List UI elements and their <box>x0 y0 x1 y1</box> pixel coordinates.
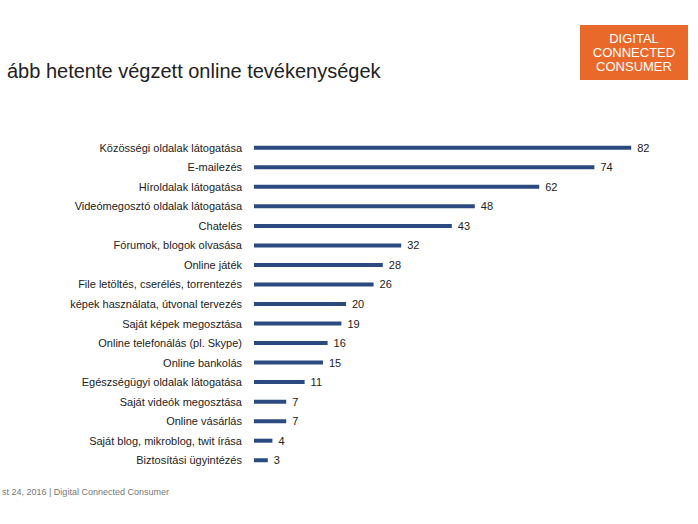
svg-text:43: 43 <box>458 220 470 232</box>
svg-text:E-mailezés: E-mailezés <box>188 161 243 173</box>
svg-text:7: 7 <box>292 396 298 408</box>
svg-text:Saját videók megosztása: Saját videók megosztása <box>120 396 243 408</box>
svg-text:DIGITAL: DIGITAL <box>609 31 659 46</box>
svg-text:Videómegosztó oldalak látogatá: Videómegosztó oldalak látogatása <box>75 200 243 212</box>
svg-text:Egészségügyi oldalak látogatás: Egészségügyi oldalak látogatása <box>82 376 243 388</box>
svg-text:Híroldalak látogatása: Híroldalak látogatása <box>139 181 243 193</box>
svg-text:7: 7 <box>292 415 298 427</box>
svg-text:48: 48 <box>481 200 493 212</box>
svg-text:ább hetente végzett online tev: ább hetente végzett online tevékenységek <box>7 60 382 82</box>
svg-text:20: 20 <box>352 298 364 310</box>
svg-text:19: 19 <box>347 318 359 330</box>
svg-text:Saját képek megosztása: Saját képek megosztása <box>122 318 243 330</box>
svg-text:11: 11 <box>311 376 322 388</box>
svg-text:CONNECTED: CONNECTED <box>593 45 675 60</box>
svg-text:4: 4 <box>278 435 284 447</box>
svg-text:Online játék: Online játék <box>184 259 243 271</box>
svg-text:16: 16 <box>334 337 346 349</box>
svg-text:74: 74 <box>600 161 612 173</box>
svg-text:82: 82 <box>637 142 649 154</box>
svg-text:32: 32 <box>407 239 419 251</box>
svg-text:3: 3 <box>274 454 280 466</box>
svg-text:Saját blog, mikroblog, twit ír: Saját blog, mikroblog, twit írása <box>89 435 243 447</box>
svg-text:Biztosítási ügyintézés: Biztosítási ügyintézés <box>136 454 242 466</box>
svg-text:Közösségi oldalak látogatása: Közösségi oldalak látogatása <box>100 142 243 154</box>
svg-text:képek használata, útvonal terv: képek használata, útvonal tervezés <box>70 298 242 310</box>
svg-text:15: 15 <box>329 357 341 369</box>
svg-text:62: 62 <box>545 181 557 193</box>
svg-text:26: 26 <box>380 278 392 290</box>
svg-text:Fórumok, blogok olvasása: Fórumok, blogok olvasása <box>114 239 243 251</box>
svg-text:Online telefonálás (pl. Skype): Online telefonálás (pl. Skype) <box>98 337 242 349</box>
svg-text:28: 28 <box>389 259 401 271</box>
svg-text:Online bankolás: Online bankolás <box>163 357 242 369</box>
svg-text:Chatelés: Chatelés <box>199 220 243 232</box>
svg-text:File letöltés, cserélés, torre: File letöltés, cserélés, torrentezés <box>78 278 242 290</box>
svg-text:Online vásárlás: Online vásárlás <box>166 415 242 427</box>
svg-text:st 24, 2016 | Digital Connecte: st 24, 2016 | Digital Connected Consumer <box>2 487 169 497</box>
svg-text:CONSUMER: CONSUMER <box>596 59 672 74</box>
